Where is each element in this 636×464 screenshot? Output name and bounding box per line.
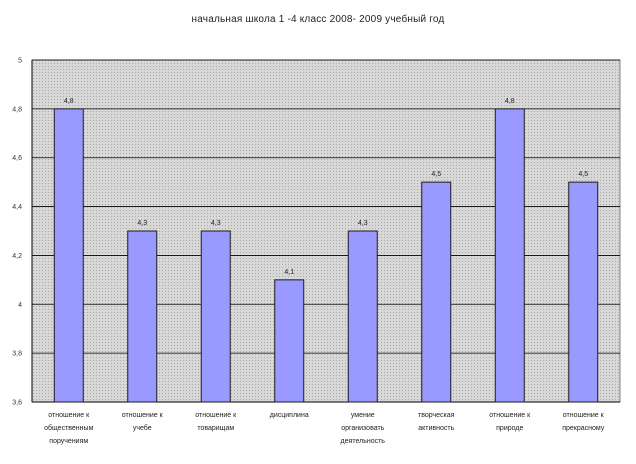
x-tick-label: природе [496, 425, 523, 432]
bar [127, 230, 158, 403]
x-tick-label: отношение к [563, 412, 605, 419]
x-tick-label: товарищам [197, 425, 234, 432]
x-tick-label: прекрасному [562, 425, 605, 432]
x-tick-label: отношение к [122, 412, 164, 419]
bar [494, 108, 525, 403]
x-tick-label: учебе [133, 424, 152, 432]
data-label: 4,5 [578, 171, 588, 178]
bar [274, 279, 305, 403]
x-tick-label: отношение к [48, 412, 90, 419]
x-tick-label: творческая [418, 412, 455, 419]
y-tick-label: 4 [18, 302, 22, 309]
x-tick-label: организовать [341, 425, 384, 432]
x-tick-label: дисциплина [270, 412, 309, 419]
data-label: 4,3 [211, 220, 221, 227]
x-tick-label: активность [418, 425, 454, 432]
bar [200, 230, 231, 403]
x-tick-label: деятельность [341, 438, 386, 445]
bar [421, 181, 452, 403]
y-tick-label: 5 [18, 58, 22, 65]
data-label: 4,1 [284, 269, 294, 276]
data-label: 4,5 [431, 171, 441, 178]
x-tick-label: отношение к [195, 412, 237, 419]
y-tick-label: 4,2 [12, 253, 22, 260]
x-tick-label: отношение к [489, 412, 531, 419]
bar [568, 181, 599, 403]
bar [53, 108, 84, 403]
bar [347, 230, 378, 403]
data-label: 4,3 [358, 220, 368, 227]
x-tick-label: умение [351, 412, 375, 419]
data-label: 4,3 [137, 220, 147, 227]
data-label: 4,8 [64, 98, 74, 105]
plot-area [31, 59, 621, 403]
y-tick-label: 4,4 [12, 204, 22, 211]
x-tick-label: поручениям [49, 438, 88, 445]
data-label: 4,8 [505, 98, 515, 105]
x-tick-label: общественным [44, 424, 93, 432]
y-tick-label: 3,8 [12, 351, 22, 358]
chart-title: начальная школа 1 -4 класс 2008- 2009 уч… [191, 14, 445, 25]
y-tick-label: 3,6 [12, 400, 22, 407]
y-tick-label: 4,6 [12, 155, 22, 162]
y-tick-label: 4,8 [12, 106, 22, 113]
